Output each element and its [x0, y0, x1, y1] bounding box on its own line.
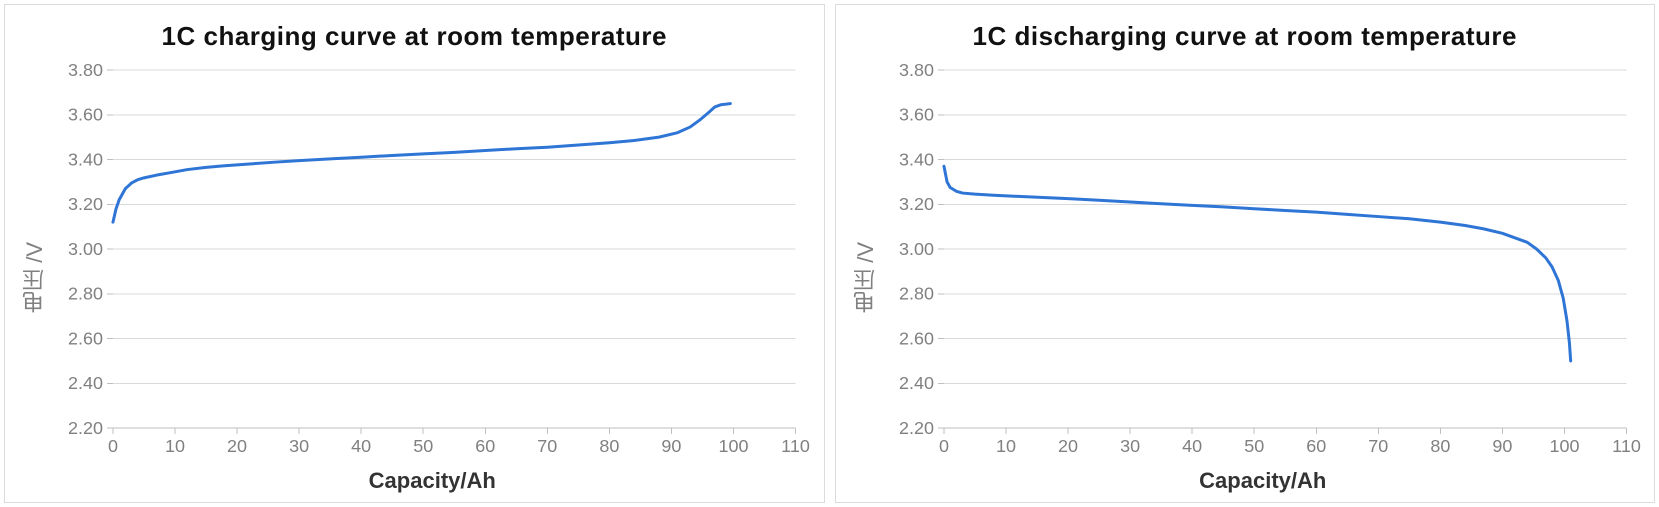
charging-x-axis-label: Capacity/Ah [53, 468, 812, 494]
svg-text:3.20: 3.20 [68, 194, 103, 214]
svg-text:70: 70 [1368, 436, 1388, 456]
svg-text:60: 60 [1306, 436, 1326, 456]
svg-text:0: 0 [938, 436, 948, 456]
svg-text:10: 10 [996, 436, 1016, 456]
svg-text:20: 20 [1058, 436, 1078, 456]
svg-text:30: 30 [1120, 436, 1140, 456]
svg-text:0: 0 [108, 436, 118, 456]
discharging-y-axis-label: 电压 /V [848, 242, 884, 313]
svg-text:20: 20 [227, 436, 247, 456]
svg-text:2.80: 2.80 [898, 284, 933, 304]
charging-panel: 1C charging curve at room temperature 电压… [4, 4, 825, 503]
svg-text:3.20: 3.20 [898, 194, 933, 214]
discharging-chart-wrap: 电压 /V 0 10 20 30 40 50 60 70 80 90 100 110 2.20 2.40 2… [848, 60, 1643, 494]
discharging-x-axis-label: Capacity/Ah [884, 468, 1643, 494]
svg-text:3.80: 3.80 [68, 60, 103, 80]
svg-text:110: 110 [1612, 436, 1641, 456]
svg-text:40: 40 [351, 436, 371, 456]
svg-text:2.20: 2.20 [898, 418, 933, 438]
svg-text:2.40: 2.40 [68, 373, 103, 393]
svg-text:50: 50 [413, 436, 433, 456]
charging-plot: 0 10 20 30 40 50 60 70 80 90 100 110 2.20 2.40 2.60 2.8… [53, 60, 812, 464]
svg-text:110: 110 [781, 436, 810, 456]
svg-text:3.80: 3.80 [898, 60, 933, 80]
svg-text:2.80: 2.80 [68, 284, 103, 304]
discharging-title: 1C discharging curve at room temperature [848, 21, 1643, 52]
svg-text:2.60: 2.60 [898, 328, 933, 348]
svg-text:90: 90 [661, 436, 681, 456]
svg-text:2.20: 2.20 [68, 418, 103, 438]
svg-text:70: 70 [537, 436, 557, 456]
svg-text:100: 100 [1549, 436, 1579, 456]
charts-container: 1C charging curve at room temperature 电压… [0, 0, 1659, 507]
svg-text:3.60: 3.60 [898, 105, 933, 125]
svg-text:3.60: 3.60 [68, 105, 103, 125]
svg-text:3.00: 3.00 [68, 239, 103, 259]
svg-text:40: 40 [1182, 436, 1202, 456]
svg-text:60: 60 [475, 436, 495, 456]
svg-text:10: 10 [165, 436, 185, 456]
svg-text:3.40: 3.40 [68, 149, 103, 169]
svg-text:100: 100 [718, 436, 748, 456]
svg-text:3.40: 3.40 [898, 149, 933, 169]
charging-chart-wrap: 电压 /V 0 10 20 30 40 50 60 70 80 90 100 110 2.20 2.40 2… [17, 60, 812, 494]
discharging-plot: 0 10 20 30 40 50 60 70 80 90 100 110 2.20 2.40 2.60 2.8… [884, 60, 1643, 464]
svg-text:80: 80 [599, 436, 619, 456]
charging-title: 1C charging curve at room temperature [17, 21, 812, 52]
charging-y-axis-label: 电压 /V [17, 242, 53, 313]
discharging-panel: 1C discharging curve at room temperature… [835, 4, 1656, 503]
svg-text:3.00: 3.00 [898, 239, 933, 259]
svg-text:80: 80 [1430, 436, 1450, 456]
svg-text:50: 50 [1244, 436, 1264, 456]
svg-text:2.60: 2.60 [68, 328, 103, 348]
svg-text:2.40: 2.40 [898, 373, 933, 393]
svg-text:90: 90 [1492, 436, 1512, 456]
svg-text:30: 30 [289, 436, 309, 456]
